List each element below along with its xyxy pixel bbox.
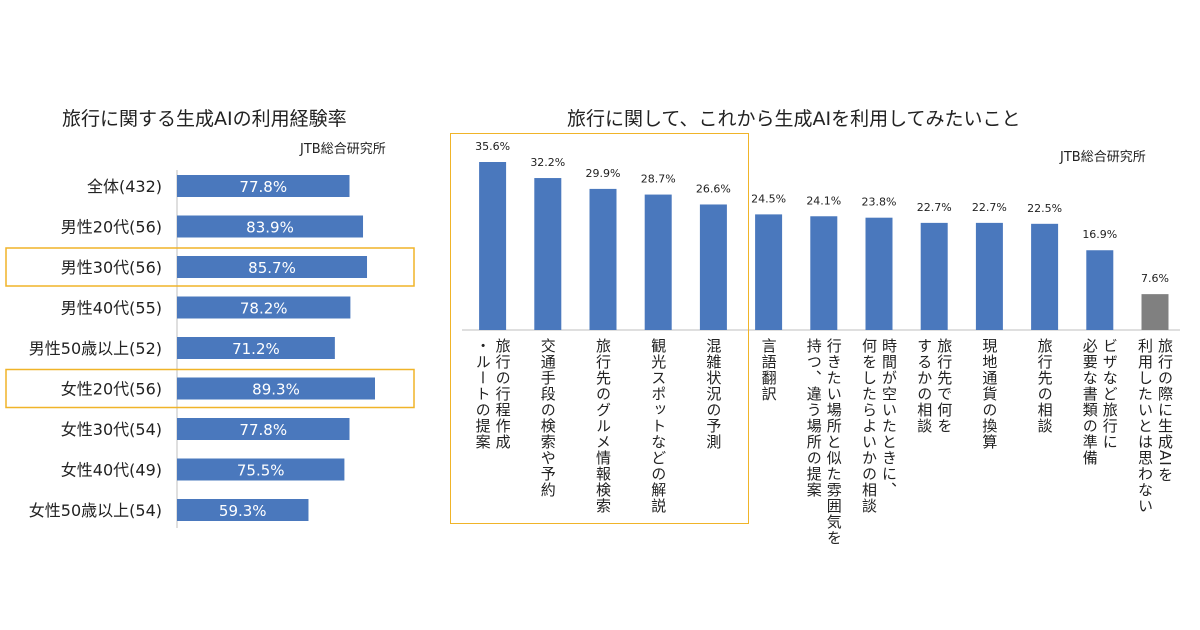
right-bar (865, 217, 893, 330)
right-bar (1031, 223, 1059, 330)
left-chart-title: 旅行に関する生成AIの利用経験率 (62, 108, 347, 130)
right-data-label: 24.5% (751, 192, 786, 205)
left-data-label: 59.3% (219, 502, 267, 520)
left-data-label: 85.7% (248, 259, 296, 277)
left-category-label: 男性30代(56) (61, 258, 162, 277)
right-bar (975, 222, 1003, 330)
right-bar (699, 204, 727, 330)
right-bar (589, 188, 617, 330)
right-bar (920, 222, 948, 330)
left-category-label: 女性50歳以上(54) (29, 501, 162, 520)
left-highlight-box (5, 368, 415, 409)
right-data-label: 7.6% (1141, 272, 1169, 285)
right-data-label: 22.7% (972, 201, 1007, 214)
right-data-label: 16.9% (1082, 228, 1117, 241)
right-data-label: 29.9% (586, 167, 621, 180)
left-data-label: 83.9% (246, 219, 294, 237)
right-category-label: 交通手段の検索や予約 (538, 338, 557, 498)
right-data-label: 24.1% (806, 194, 841, 207)
right-category-label: 現地通貨の換算 (980, 338, 999, 450)
left-data-label: 71.2% (232, 340, 280, 358)
left-bar (177, 377, 375, 400)
right-data-label: 32.2% (530, 156, 565, 169)
right-category-label: ビザなど旅行に 必要な書類の準備 (1080, 338, 1119, 466)
right-category-label: 旅行先のグルメ情報検索 (594, 338, 612, 514)
left-category-label: 男性40代(55) (61, 299, 162, 318)
right-chart-source: JTB総合研究所 (1060, 150, 1146, 165)
right-category-label: 観光スポットなどの解説 (649, 338, 668, 514)
left-bar-chart: 全体(432) 77.8% 男性20代(56) 83.9% 男性30代(56) 85.7%… (5, 170, 415, 528)
left-bar (177, 337, 335, 359)
right-data-label: 35.6% (475, 140, 510, 153)
left-data-label: 75.5% (237, 462, 285, 480)
right-category-label: 旅行の際に生成AIを 利用したいとは思わない (1136, 338, 1174, 514)
left-category-label: 男性50歳以上(52) (29, 339, 162, 358)
right-category-label: 行きたい場所と似た雰囲気を 持つ、違う場所の提案 (804, 338, 843, 546)
right-category-label: 旅行先の相談 (1035, 338, 1054, 434)
right-highlight-box (450, 133, 749, 524)
right-category-label: 旅行先で何を するかの相談 (915, 338, 954, 434)
left-data-label: 77.8% (239, 178, 287, 196)
right-chart-title: 旅行に関して、これから生成AIを利用してみたいこと (567, 108, 1021, 130)
left-data-label: 89.3% (252, 381, 300, 399)
left-bar (177, 418, 350, 440)
left-category-label: 全体(432) (87, 177, 162, 196)
right-data-label: 22.7% (917, 201, 952, 214)
left-category-label: 女性30代(54) (61, 420, 162, 439)
right-category-label: 旅行の行程作成 ・ルートの提案 (473, 338, 512, 450)
left-bar (177, 499, 309, 521)
right-bar (1086, 250, 1114, 330)
right-bar (755, 214, 783, 330)
left-bar (177, 296, 351, 319)
right-data-label: 28.7% (641, 173, 676, 186)
left-chart-source: JTB総合研究所 (300, 142, 386, 157)
right-bar (1141, 294, 1169, 330)
right-category-label: 言語翻訳 (759, 338, 778, 402)
right-data-label: 22.5% (1027, 202, 1062, 215)
right-data-label: 26.6% (696, 182, 731, 195)
right-bar (810, 216, 838, 330)
right-category-label: 時間が空いたときに、 何をしたらよいかの相談 (860, 338, 898, 514)
left-category-label: 男性20代(56) (61, 218, 162, 237)
left-data-label: 77.8% (239, 421, 287, 439)
left-category-label: 女性40代(49) (61, 461, 162, 480)
right-data-label: 23.8% (862, 196, 897, 209)
left-bar (177, 256, 368, 278)
left-data-label: 78.2% (240, 300, 288, 318)
right-bar (479, 162, 507, 330)
left-bar (177, 215, 364, 238)
left-bar (177, 458, 345, 481)
right-bar (644, 194, 672, 330)
right-category-label: 混雑状況の予測 (704, 338, 723, 450)
right-bar-chart: 35.6% 32.2% 29.9% 28.7% 26.6% 24.5% 24.1% 23.8%… (462, 140, 1180, 331)
left-category-label: 女性20代(56) (61, 380, 162, 399)
left-highlight-box (5, 247, 415, 287)
right-bar (534, 178, 562, 330)
left-bar (177, 175, 350, 197)
